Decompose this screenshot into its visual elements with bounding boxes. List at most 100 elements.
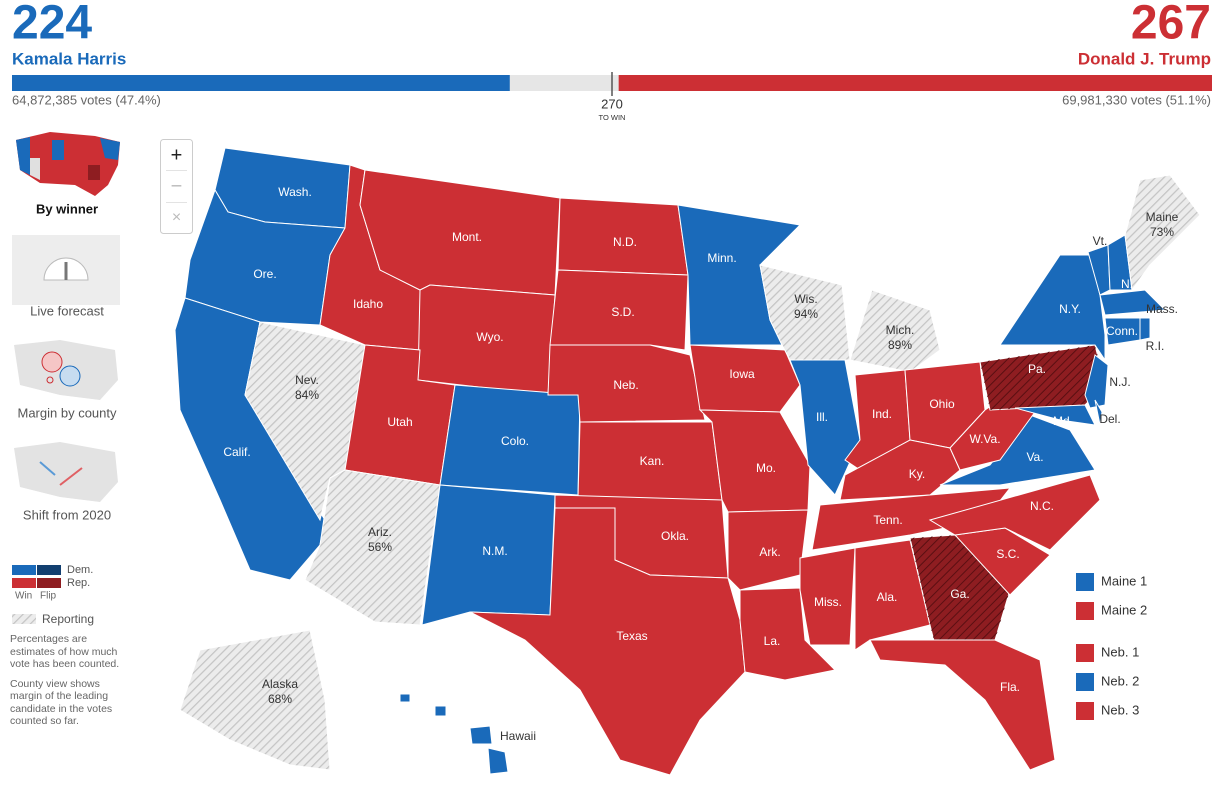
rep-bar [618,75,1212,91]
state[interactable] [549,269,689,351]
dem-votes: 64,872,385 votes (47.4%) [12,92,161,107]
view-label[interactable]: Live forecast [30,303,104,318]
state-label: Minn. [707,251,736,265]
state-label: Mass. [1146,302,1178,316]
state-label: Wyo. [476,330,503,344]
state-pct: 73% [1150,225,1174,239]
state-label: Ill. [816,410,828,424]
state-label: Colo. [501,434,529,448]
state-label: N.M. [482,544,507,558]
view-margin[interactable]: Margin by county [14,340,118,420]
state[interactable] [1014,404,1096,426]
state[interactable] [399,693,411,703]
key-flip: Flip [40,591,57,602]
state-pct: 68% [268,692,292,706]
state-label: N.C. [1030,499,1054,513]
state[interactable] [999,254,1106,362]
dem-bar [12,75,510,91]
state-label: Ark. [759,545,780,559]
district-label: Neb. 2 [1101,673,1139,688]
state-label: Pa. [1028,362,1046,376]
state-label: Ohio [929,397,955,411]
state-label: Alaska [262,677,298,691]
state-label: Nev. [295,373,319,387]
state-pct: 84% [295,388,319,402]
threshold-caption: TO WIN [599,113,626,122]
view-label[interactable]: By winner [36,201,98,216]
state-label: Mich. [886,323,915,337]
state[interactable] [469,725,493,745]
state-label: N.D. [613,235,637,249]
rep-votes: 69,981,330 votes (51.1%) [1062,92,1211,107]
key-rep: Rep. [67,577,90,589]
state[interactable] [1139,317,1151,341]
state[interactable] [1124,174,1201,292]
state-label: Va. [1026,450,1043,464]
state[interactable] [928,474,1101,551]
rep-electoral: 267 [1131,0,1211,50]
state-label: Ga. [950,587,969,601]
state-label: Idaho [353,297,383,311]
district-swatch[interactable] [1076,644,1094,662]
state-label: Utah [387,415,412,429]
state[interactable] [547,344,706,423]
state[interactable] [789,359,861,496]
state-label: R.I. [1146,339,1165,353]
state-label: S.C. [996,547,1019,561]
view-live-forecast[interactable]: Live forecast [12,235,120,318]
state[interactable] [469,507,746,776]
view-shift[interactable]: Shift from 2020 [14,442,118,522]
state-label: Tenn. [873,513,902,527]
state[interactable] [799,547,856,646]
state-label: N.Y. [1059,302,1081,316]
state-label: Hawaii [500,729,536,743]
district-label: Maine 2 [1101,602,1147,617]
note: Percentages are estimates of how much vo… [10,633,120,670]
state-label: Miss. [814,595,842,609]
state-pct: 56% [368,540,392,554]
key: Dem. Rep. Win Flip Reporting [12,564,94,626]
state-pct: 94% [794,307,818,321]
rep-name: Donald J. Trump [1078,49,1211,68]
state[interactable] [179,629,331,771]
flip-hatch [910,535,1010,645]
view-label[interactable]: Margin by county [18,405,117,420]
view-by-winner[interactable]: By winner [16,132,120,216]
state-label: Maine [1146,210,1179,224]
key-reporting: Reporting [42,612,94,626]
state[interactable] [689,344,801,413]
district-swatch[interactable] [1076,673,1094,691]
state-label: Ind. [872,407,892,421]
state-label: Mo. [756,461,776,475]
district-legend: Maine 1 Maine 2 Neb. 1 Neb. 2 Neb. 3 [1076,573,1147,720]
state-label: S.D. [611,305,634,319]
view-label[interactable]: Shift from 2020 [23,507,111,522]
state-label: Vt. [1093,234,1108,248]
threshold-value: 270 [601,96,623,111]
state-pct: 89% [888,338,912,352]
zoom-reset[interactable]: × [172,209,181,226]
state-label: Conn. [1106,324,1138,338]
zoom-out[interactable]: − [171,175,183,197]
state[interactable] [727,509,809,591]
state[interactable] [939,414,1096,486]
district-swatch[interactable] [1076,702,1094,720]
district-swatch[interactable] [1076,573,1094,591]
state-label: Neb. [613,378,638,392]
zoom-in[interactable]: + [171,144,183,166]
state-label: Fla. [1000,680,1020,694]
state-label: N.J. [1109,375,1130,389]
district-swatch[interactable] [1076,602,1094,620]
state-label: Md. [1053,414,1073,428]
dem-electoral: 224 [12,0,92,50]
key-win: Win [15,591,32,602]
state[interactable] [1099,289,1167,316]
state[interactable] [434,705,447,717]
state[interactable] [1094,399,1103,426]
state[interactable] [869,639,1056,771]
flip-hatch [980,345,1105,410]
state[interactable] [487,747,509,775]
state[interactable] [854,539,931,651]
note: County view shows margin of the leading … [10,677,113,728]
